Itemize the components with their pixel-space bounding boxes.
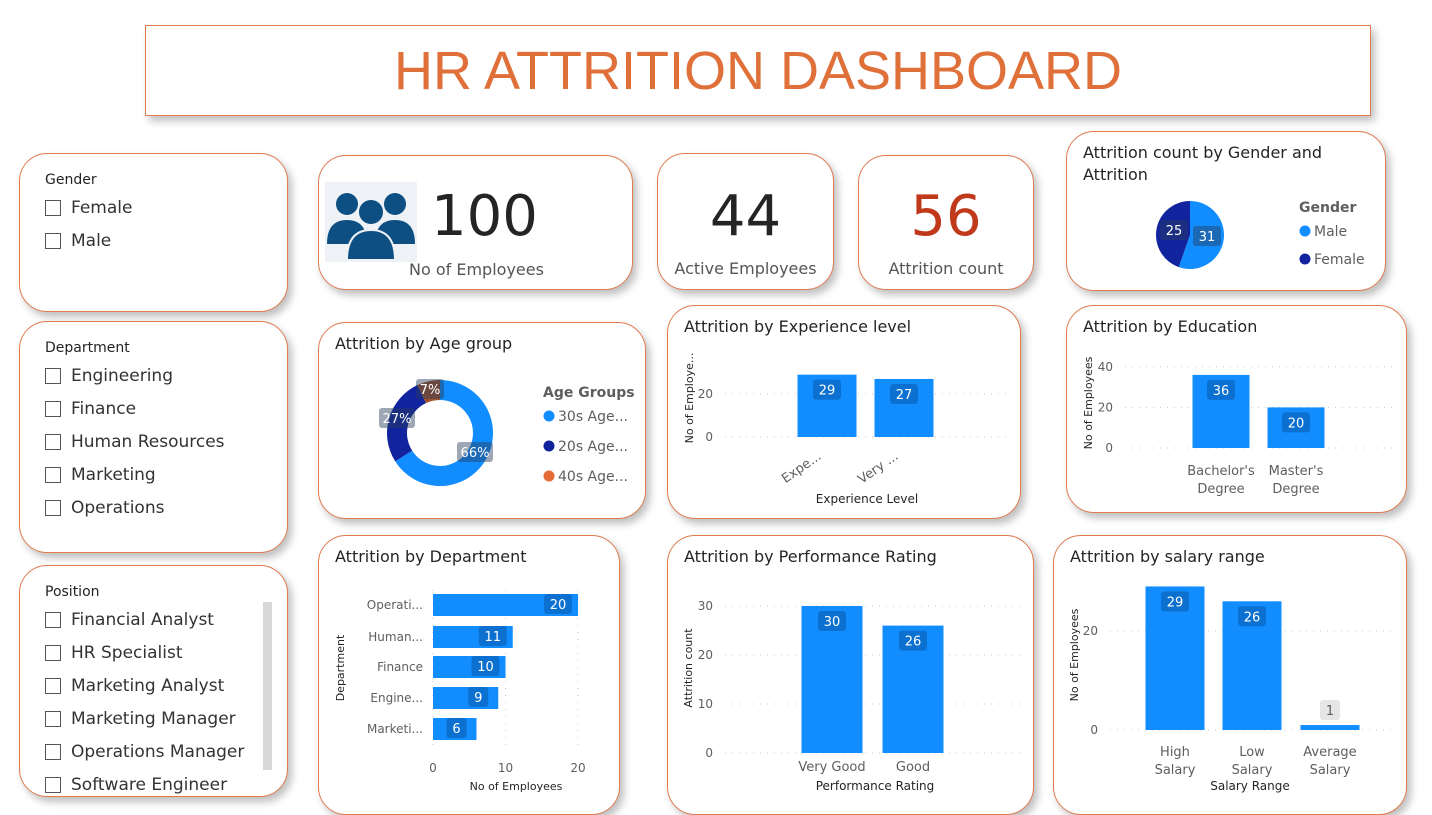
option-label: Human Resources	[71, 432, 225, 452]
chart-title: Attrition by Education	[1083, 317, 1258, 336]
slicer-option[interactable]: Software Engineer	[45, 775, 227, 795]
option-label: Operations Manager	[71, 742, 245, 762]
option-label: Software Engineer	[71, 775, 228, 795]
people-group-icon	[325, 182, 417, 262]
slicer-option-female[interactable]: Female	[45, 198, 132, 218]
option-label: Engineering	[71, 366, 173, 386]
slicer-option[interactable]: Marketing Analyst	[45, 676, 224, 696]
checkbox[interactable]	[45, 500, 61, 516]
slicer-title: Gender	[45, 172, 97, 188]
attrition-label: Attrition count	[888, 259, 1004, 278]
option-label: Male	[71, 231, 112, 251]
checkbox[interactable]	[45, 233, 61, 249]
scrollbar[interactable]	[263, 602, 272, 770]
chart-title: Attrition by Age group	[335, 334, 513, 353]
performance-chart-card: Attrition by Performance Rating	[667, 535, 1034, 815]
kpi-attrition: 56 Attrition count	[858, 155, 1034, 290]
education-chart-card: Attrition by Education	[1066, 305, 1407, 513]
gender-chart-card: Attrition count by Gender and Attrition	[1066, 131, 1386, 291]
checkbox[interactable]	[45, 645, 61, 661]
checkbox[interactable]	[45, 368, 61, 384]
checkbox[interactable]	[45, 711, 61, 727]
employees-label: No of Employees	[409, 260, 544, 279]
attrition-value: 56	[910, 184, 982, 249]
option-label: Female	[71, 198, 133, 218]
checkbox[interactable]	[45, 434, 61, 450]
slicer-option[interactable]: Marketing	[45, 465, 156, 485]
checkbox[interactable]	[45, 744, 61, 760]
checkbox[interactable]	[45, 612, 61, 628]
option-label: Operations	[71, 498, 165, 518]
kpi-active: 44 Active Employees	[657, 153, 834, 290]
experience-chart-card: Attrition by Experience level	[667, 305, 1021, 519]
slicer-option[interactable]: Marketing Manager	[45, 709, 236, 729]
age-chart-card: Attrition by Age group	[318, 322, 646, 519]
slicer-option-male[interactable]: Male	[45, 231, 111, 251]
chart-title: Attrition by Performance Rating	[684, 547, 937, 566]
chart-title: Attrition by Experience level	[684, 317, 912, 336]
checkbox[interactable]	[45, 467, 61, 483]
chart-title: Attrition by salary range	[1070, 547, 1265, 566]
option-label: HR Specialist	[71, 643, 183, 663]
slicer-title: Position	[45, 584, 100, 600]
slicer-option[interactable]: Operations	[45, 498, 164, 518]
slicer-title: Department	[45, 340, 130, 356]
checkbox[interactable]	[45, 200, 61, 216]
department-chart-card: Attrition by Department	[318, 535, 620, 815]
slicer-option[interactable]: Financial Analyst	[45, 610, 214, 630]
slicer-option[interactable]: Human Resources	[45, 432, 225, 452]
slicer-option[interactable]: Finance	[45, 399, 136, 419]
gender-slicer: Gender Female Male	[19, 153, 288, 312]
option-label: Marketing Analyst	[71, 676, 225, 696]
option-label: Marketing Manager	[71, 709, 236, 729]
kpi-employees: 100 No of Employees	[318, 155, 633, 290]
slicer-option[interactable]: Operations Manager	[45, 742, 244, 762]
checkbox[interactable]	[45, 678, 61, 694]
checkbox[interactable]	[45, 777, 61, 793]
checkbox[interactable]	[45, 401, 61, 417]
chart-title: Attrition by Department	[335, 547, 527, 566]
option-label: Financial Analyst	[71, 610, 214, 630]
department-slicer: Department Engineering Finance Human Resou…	[19, 321, 288, 553]
chart-title: Attrition count by Gender and Attrition	[1083, 143, 1323, 184]
salary-chart-card: Attrition by salary range	[1053, 535, 1407, 815]
slicer-option[interactable]: HR Specialist	[45, 643, 183, 663]
employees-value: 100	[431, 184, 538, 249]
active-label: Active Employees	[674, 259, 817, 278]
dashboard-title: HR ATTRITION DASHBOARD	[145, 25, 1371, 116]
option-label: Finance	[71, 399, 137, 419]
active-value: 44	[709, 184, 782, 249]
position-slicer: Position Financial Analyst HR Specialist M…	[19, 565, 288, 797]
slicer-option[interactable]: Engineering	[45, 366, 173, 386]
option-label: Marketing	[71, 465, 156, 485]
